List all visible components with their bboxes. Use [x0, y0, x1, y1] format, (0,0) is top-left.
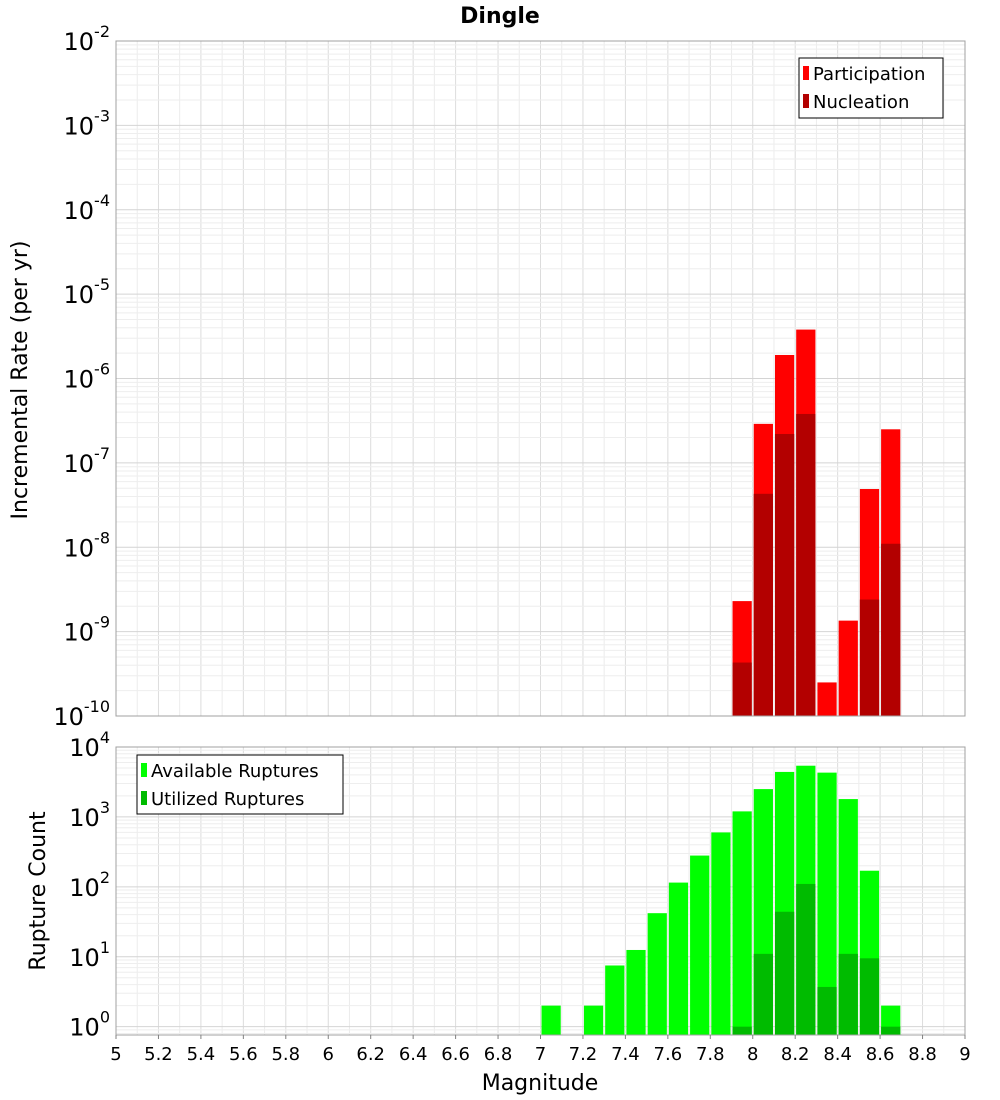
count-bar-s1-7.75 [690, 855, 710, 1035]
x-tick-label: 5 [110, 1044, 121, 1065]
count-bar-s2-7.95 [732, 1026, 752, 1035]
rate-bar-s2-8.65 [881, 543, 901, 716]
count-y-tick-label: 104 [69, 728, 110, 762]
count-bar-s1-7.05 [541, 1005, 561, 1035]
count-bar-s2-8.15 [774, 911, 795, 1035]
x-tick-label: 8 [747, 1044, 758, 1065]
count-panel: 104 103 102 101 100 Rupture Count 5 5.2 5.4 5.6… [26, 728, 971, 1096]
x-tick-label: 7.2 [569, 1044, 598, 1065]
x-tick-label: 5.8 [271, 1044, 300, 1065]
rate-bar-s1-8.45 [838, 620, 858, 716]
rate-bar-s2-8.25 [796, 413, 816, 716]
rate-y-axis-label: Incremental Rate (per yr) [8, 241, 33, 520]
participation-legend-swatch [803, 66, 809, 80]
count-bar-s1-8.35 [817, 772, 837, 1035]
x-tick-label: 5.2 [144, 1044, 173, 1065]
rate-bar-s2-8.55 [859, 599, 880, 716]
count-bar-s2-8.35 [817, 986, 837, 1035]
x-tick-label: 6.6 [441, 1044, 470, 1065]
rate-plot-border [115, 40, 966, 717]
available-legend-label: Available Ruptures [151, 761, 319, 782]
x-tick-label: 9 [959, 1044, 970, 1065]
x-tick-label: 8.4 [823, 1044, 852, 1065]
rate-y-tick-label: 10-4 [64, 191, 111, 225]
x-tick-label: 8.2 [781, 1044, 810, 1065]
rate-bar-s2-8.15 [774, 433, 795, 716]
count-y-tick-label: 100 [69, 1008, 110, 1042]
x-tick-label: 8.6 [866, 1044, 895, 1065]
participation-legend-label: Participation [813, 64, 925, 85]
available-legend-swatch [141, 763, 147, 777]
x-tick-label: 5.6 [229, 1044, 258, 1065]
count-bar-s2-8.55 [859, 958, 880, 1035]
rate-grid [115, 40, 966, 717]
x-axis-label: Magnitude [482, 1071, 599, 1096]
rate-legend: Participation Nucleation [798, 57, 944, 119]
count-bar-s2-8.05 [753, 953, 773, 1035]
utilized-legend-swatch [141, 791, 147, 805]
nucleation-legend-swatch [803, 94, 809, 108]
x-tick-label: 5.4 [187, 1044, 216, 1065]
rate-legend-box [798, 57, 944, 119]
count-bar-s1-7.55 [647, 913, 667, 1035]
x-tick-label: 7.4 [611, 1044, 640, 1065]
count-bar-s2-8.65 [881, 1026, 901, 1035]
count-y-ticks: 104 103 102 101 100 [69, 728, 110, 1042]
count-bar-s1-7.85 [711, 832, 731, 1035]
rate-bar-s1-8.35 [817, 682, 837, 716]
x-tick-label: 6.8 [484, 1044, 513, 1065]
nucleation-legend-label: Nucleation [813, 92, 909, 113]
chart-title: Dingle [460, 4, 540, 29]
x-tick-label: 7.6 [654, 1044, 683, 1065]
rate-y-tick-label: 10-5 [64, 275, 111, 309]
rate-y-tick-label: 10-10 [53, 697, 110, 731]
count-y-axis-label: Rupture Count [26, 811, 51, 971]
rate-y-tick-label: 10-8 [64, 528, 111, 562]
rate-y-ticks: 10-2 10-3 10-4 10-5 10-6 10-7 10-8 10-9 10-10 [53, 22, 110, 731]
count-legend: Available Ruptures Utilized Ruptures [136, 754, 344, 815]
rate-bars [732, 329, 901, 716]
rate-y-tick-label: 10-2 [64, 22, 111, 56]
x-tick-label: 6.4 [399, 1044, 428, 1065]
x-tick-label: 6.2 [356, 1044, 385, 1065]
x-tick-label: 6 [323, 1044, 334, 1065]
count-bars [541, 765, 901, 1035]
rate-y-tick-label: 10-3 [64, 106, 111, 140]
rate-y-tick-label: 10-6 [64, 360, 111, 394]
count-legend-box [136, 754, 344, 815]
count-bar-s1-7.95 [732, 811, 752, 1035]
x-tick-label: 7.8 [696, 1044, 725, 1065]
count-bar-s1-7.45 [626, 949, 646, 1035]
x-tick-label: 8.8 [908, 1044, 937, 1065]
count-bar-s1-7.35 [605, 965, 625, 1035]
rate-bar-s2-7.95 [732, 662, 752, 716]
count-bar-s2-8.25 [796, 883, 816, 1035]
count-bar-s2-8.45 [838, 953, 858, 1035]
rate-panel: 10-2 10-3 10-4 10-5 10-6 10-7 10-8 10-9 10-10 In… [8, 22, 966, 731]
rate-y-tick-label: 10-7 [64, 444, 111, 478]
count-bar-s1-7.65 [668, 882, 689, 1035]
rate-y-tick-label: 10-9 [64, 613, 111, 647]
x-tick-label: 7 [535, 1044, 546, 1065]
utilized-legend-label: Utilized Ruptures [151, 789, 304, 810]
count-y-tick-label: 103 [69, 798, 110, 832]
count-y-tick-label: 102 [69, 868, 110, 902]
count-y-tick-label: 101 [69, 938, 110, 972]
rate-bar-s2-8.05 [753, 493, 773, 716]
x-ticks: 5 5.2 5.4 5.6 5.8 6 6.2 6.4 6.6 6.8 7 7.2 7.4 7.6 7.8 8… [110, 1035, 971, 1065]
count-bar-s1-7.25 [583, 1005, 604, 1035]
